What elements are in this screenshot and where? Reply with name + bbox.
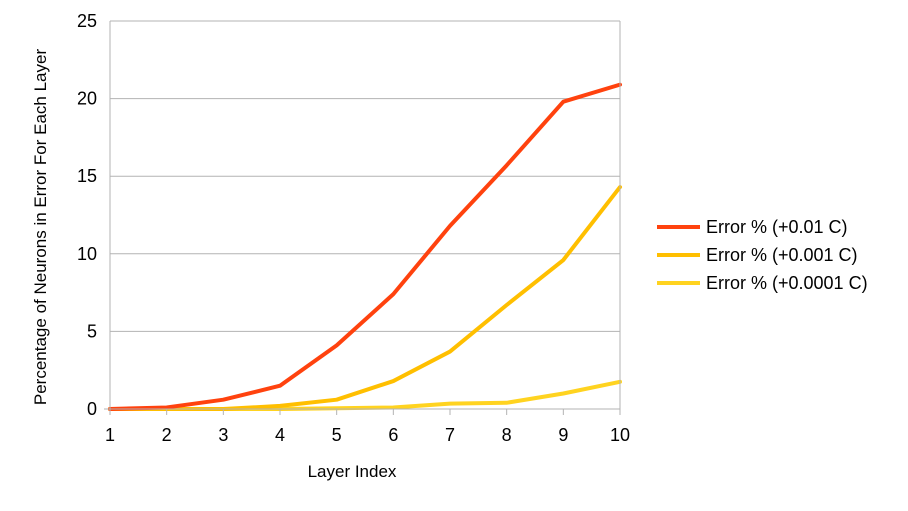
x-tick-label: 8 [502,425,512,445]
legend: Error % (+0.01 C) Error % (+0.001 C) Error… [657,217,868,293]
axes [104,21,621,415]
x-tick-label: 7 [445,425,455,445]
y-axis-title: Percentage of Neurons in Error For Each … [31,49,50,406]
legend-label: Error % (+0.0001 C) [706,273,868,293]
x-tick-label: 10 [610,425,630,445]
x-tick-label: 5 [332,425,342,445]
y-tick-label: 15 [77,166,97,186]
series-line [108,185,622,411]
legend-label: Error % (+0.001 C) [706,245,858,265]
series-line [108,82,622,411]
series-lines [108,82,622,411]
x-tick-labels: 1 2 3 4 5 6 7 8 9 10 [105,425,630,445]
x-tick-label: 1 [105,425,115,445]
x-tick-label: 9 [558,425,568,445]
x-tick-label: 3 [218,425,228,445]
y-tick-labels: 0 5 10 15 20 25 [77,11,97,419]
y-tick-label: 25 [77,11,97,31]
y-tick-label: 10 [77,244,97,264]
grid-lines [110,20,620,410]
y-tick-label: 5 [87,321,97,341]
y-tick-label: 20 [77,89,97,109]
legend-label: Error % (+0.01 C) [706,217,848,237]
x-axis-title: Layer Index [308,462,397,481]
x-tick-label: 6 [388,425,398,445]
y-tick-label: 0 [87,399,97,419]
x-tick-label: 4 [275,425,285,445]
x-tick-label: 2 [162,425,172,445]
